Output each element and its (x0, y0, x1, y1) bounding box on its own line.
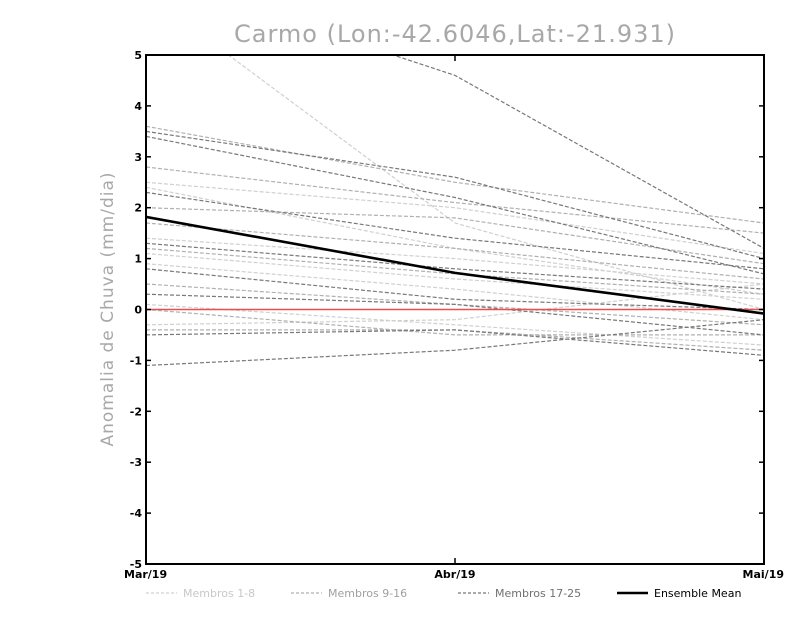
y-tick-label: 5 (134, 49, 142, 62)
legend-label: Ensemble Mean (654, 587, 741, 600)
member-line-g3-5 (146, 242, 764, 290)
legend: Membros 1-8 Membros 9-16 Membros 17-25 Ense… (146, 587, 741, 600)
member-line-g2-2 (146, 166, 764, 234)
y-tick-label: 3 (134, 151, 142, 164)
member-line-g3-2 (146, 130, 764, 260)
y-tick-label: -1 (130, 354, 142, 367)
y-tick-label: 4 (134, 100, 142, 113)
member-line-g3-6 (146, 268, 764, 311)
member-line-g3-1 (391, 55, 764, 249)
member-line-g2-5 (146, 247, 764, 295)
member-line-g1-7 (146, 303, 764, 346)
y-tick-label: 1 (134, 253, 142, 266)
y-tick-label: -4 (130, 507, 143, 520)
x-tick-label: Mar/19 (124, 568, 167, 581)
member-line-g3-9 (146, 319, 764, 367)
member-lines (146, 55, 764, 367)
y-tick-label: 2 (134, 202, 142, 215)
member-line-g1-4 (146, 237, 764, 285)
legend-label: Membros 1-8 (183, 587, 255, 600)
y-tick-label: -5 (130, 558, 142, 571)
x-tick-label: Mai/19 (743, 568, 784, 581)
member-line-g1-2 (146, 181, 764, 255)
mean-line-group (146, 215, 764, 315)
y-tick-label: -2 (130, 405, 142, 418)
ensemble-mean-line (146, 215, 764, 315)
x-tick-label: Abr/19 (434, 568, 475, 581)
member-line-g2-1 (146, 125, 764, 224)
member-line-g2-3 (146, 207, 764, 265)
member-line-g3-3 (146, 135, 764, 275)
member-line-g1-8 (146, 283, 764, 326)
member-line-g3-8 (146, 329, 764, 356)
member-line-g3-7 (146, 293, 764, 336)
legend-label: Membros 17-25 (495, 587, 581, 600)
member-line-g2-4 (146, 222, 764, 280)
member-line-g1-1 (227, 55, 764, 311)
member-line-g2-7 (146, 308, 764, 336)
y-tick-label: 0 (134, 304, 142, 317)
member-line-g3-4 (146, 191, 764, 270)
y-axis-label: Anomalia de Chuva (mm/dia) (98, 171, 118, 446)
member-line-g1-5 (146, 252, 764, 300)
y-ticks: -5 -4 -3 -2 -1 0 1 2 3 4 5 (130, 49, 764, 571)
y-tick-label: -3 (130, 456, 142, 469)
legend-label: Membros 9-16 (328, 587, 407, 600)
x-ticks: Mar/19 Abr/19 Mai/19 (124, 55, 784, 581)
chart-title: Carmo (Lon:-42.6046,Lat:-21.931) (234, 20, 676, 48)
